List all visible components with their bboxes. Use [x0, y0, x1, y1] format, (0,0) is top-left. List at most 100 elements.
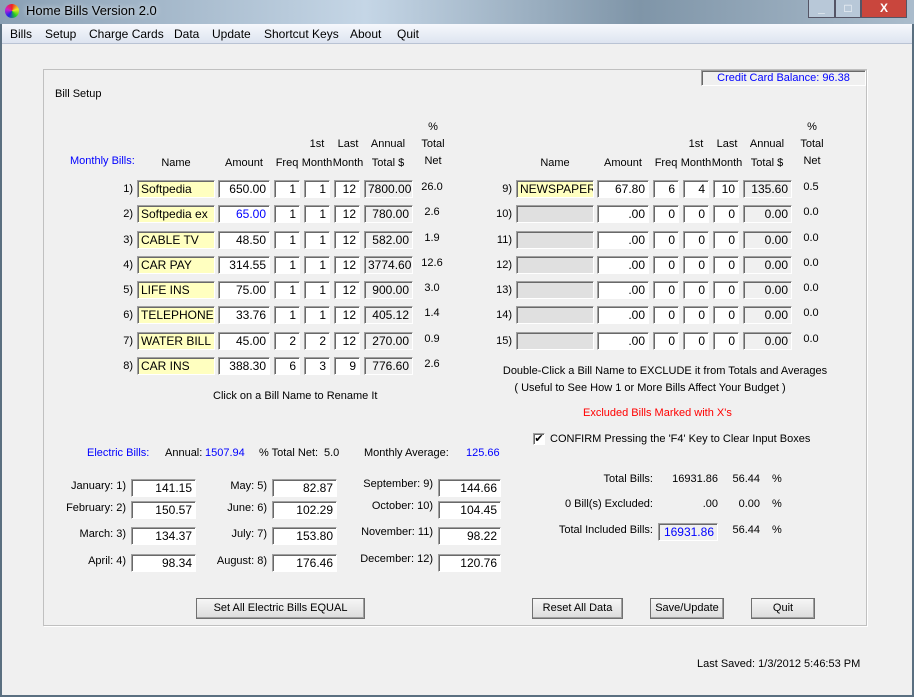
menu-charge-cards[interactable]: Charge Cards [89, 27, 164, 41]
bill-last-month-field[interactable]: 9 [334, 357, 360, 375]
bill-amount-field[interactable]: .00 [597, 332, 649, 350]
bill-amount-field[interactable]: 75.00 [218, 281, 270, 299]
set-all-electric-equal-button[interactable]: Set All Electric Bills EQUAL [196, 598, 365, 619]
bill-last-month-field[interactable]: 0 [713, 205, 739, 223]
bill-amount-field[interactable]: 65.00 [218, 205, 270, 223]
minimize-button[interactable]: _ [808, 0, 835, 18]
bill-amount-field[interactable]: 67.80 [597, 180, 649, 198]
electric-february-field[interactable]: 150.57 [131, 501, 196, 519]
bill-first-month-field[interactable]: 2 [304, 332, 330, 350]
bill-first-month-field[interactable]: 0 [683, 256, 709, 274]
bill-name-field[interactable] [516, 332, 594, 350]
bill-last-month-field[interactable]: 12 [334, 306, 360, 324]
close-button[interactable]: X [861, 0, 907, 18]
bill-amount-field[interactable]: .00 [597, 231, 649, 249]
bill-amount-field[interactable]: 33.76 [218, 306, 270, 324]
electric-october-field[interactable]: 104.45 [438, 501, 501, 519]
bill-freq-field[interactable]: 6 [653, 180, 679, 198]
menu-about[interactable]: About [350, 27, 382, 41]
bill-first-month-field[interactable]: 0 [683, 281, 709, 299]
bill-name-field[interactable] [516, 256, 594, 274]
electric-august-field[interactable]: 176.46 [272, 554, 337, 572]
bill-name-field[interactable]: Softpedia [137, 180, 215, 198]
bill-first-month-field[interactable]: 3 [304, 357, 330, 375]
bill-last-month-field[interactable]: 0 [713, 256, 739, 274]
bill-amount-field[interactable]: .00 [597, 256, 649, 274]
menu-update[interactable]: Update [212, 27, 251, 41]
bill-name-field[interactable]: Softpedia ex [137, 205, 215, 223]
electric-september-field[interactable]: 144.66 [438, 479, 501, 497]
bill-freq-field[interactable]: 6 [274, 357, 300, 375]
electric-july-field[interactable]: 153.80 [272, 527, 337, 545]
reset-all-data-button[interactable]: Reset All Data [532, 598, 623, 619]
bill-first-month-field[interactable]: 0 [683, 332, 709, 350]
menu-quit[interactable]: Quit [397, 27, 420, 41]
bill-freq-field[interactable]: 0 [653, 205, 679, 223]
bill-freq-field[interactable]: 0 [653, 231, 679, 249]
bill-last-month-field[interactable]: 12 [334, 205, 360, 223]
electric-may-field[interactable]: 82.87 [272, 479, 337, 497]
electric-april-field[interactable]: 98.34 [131, 554, 196, 572]
bill-name-field[interactable] [516, 205, 594, 223]
bill-name-field[interactable]: NEWSPAPER [516, 180, 594, 198]
bill-freq-field[interactable]: 1 [274, 180, 300, 198]
confirm-checkbox[interactable]: ✔ [533, 433, 545, 445]
bill-freq-field[interactable]: 0 [653, 281, 679, 299]
maximize-button[interactable]: □ [835, 0, 861, 18]
bill-last-month-field[interactable]: 0 [713, 306, 739, 324]
bill-first-month-field[interactable]: 0 [683, 231, 709, 249]
bill-amount-field[interactable]: 314.55 [218, 256, 270, 274]
bill-name-field[interactable]: LIFE INS [137, 281, 215, 299]
bill-last-month-field[interactable]: 10 [713, 180, 739, 198]
bill-freq-field[interactable]: 1 [274, 306, 300, 324]
bill-first-month-field[interactable]: 1 [304, 281, 330, 299]
bill-freq-field[interactable]: 2 [274, 332, 300, 350]
bill-last-month-field[interactable]: 0 [713, 332, 739, 350]
bill-amount-field[interactable]: 388.30 [218, 357, 270, 375]
bill-first-month-field[interactable]: 1 [304, 180, 330, 198]
bill-freq-field[interactable]: 0 [653, 306, 679, 324]
bill-freq-field[interactable]: 0 [653, 256, 679, 274]
bill-name-field[interactable]: CAR PAY [137, 256, 215, 274]
bill-last-month-field[interactable]: 12 [334, 180, 360, 198]
bill-first-month-field[interactable]: 0 [683, 205, 709, 223]
electric-march-field[interactable]: 134.37 [131, 527, 196, 545]
bill-name-field[interactable] [516, 281, 594, 299]
bill-first-month-field[interactable]: 1 [304, 306, 330, 324]
bill-freq-field[interactable]: 1 [274, 205, 300, 223]
bill-first-month-field[interactable]: 1 [304, 205, 330, 223]
bill-freq-field[interactable]: 0 [653, 332, 679, 350]
menu-setup[interactable]: Setup [45, 27, 77, 41]
bill-first-month-field[interactable]: 1 [304, 231, 330, 249]
bill-freq-field[interactable]: 1 [274, 231, 300, 249]
bill-name-field[interactable] [516, 306, 594, 324]
bill-last-month-field[interactable]: 0 [713, 231, 739, 249]
bill-name-field[interactable]: WATER BILL [137, 332, 215, 350]
bill-name-field[interactable]: CABLE TV [137, 231, 215, 249]
bill-first-month-field[interactable]: 4 [683, 180, 709, 198]
bill-last-month-field[interactable]: 12 [334, 256, 360, 274]
menu-shortcut-keys[interactable]: Shortcut Keys [264, 27, 339, 41]
save-update-button[interactable]: Save/Update [650, 598, 724, 619]
electric-june-field[interactable]: 102.29 [272, 501, 337, 519]
bill-name-field[interactable] [516, 231, 594, 249]
quit-button[interactable]: Quit [751, 598, 815, 619]
bill-freq-field[interactable]: 1 [274, 256, 300, 274]
electric-november-field[interactable]: 98.22 [438, 527, 501, 545]
bill-name-field[interactable]: TELEPHONE [137, 306, 215, 324]
bill-last-month-field[interactable]: 12 [334, 332, 360, 350]
bill-name-field[interactable]: CAR INS [137, 357, 215, 375]
bill-amount-field[interactable]: 45.00 [218, 332, 270, 350]
menu-data[interactable]: Data [174, 27, 200, 41]
bill-freq-field[interactable]: 1 [274, 281, 300, 299]
bill-first-month-field[interactable]: 0 [683, 306, 709, 324]
bill-last-month-field[interactable]: 12 [334, 231, 360, 249]
bill-amount-field[interactable]: .00 [597, 205, 649, 223]
electric-january-field[interactable]: 141.15 [131, 479, 196, 497]
bill-amount-field[interactable]: .00 [597, 281, 649, 299]
bill-last-month-field[interactable]: 0 [713, 281, 739, 299]
bill-last-month-field[interactable]: 12 [334, 281, 360, 299]
menu-bills[interactable]: Bills [10, 27, 33, 41]
electric-december-field[interactable]: 120.76 [438, 554, 501, 572]
bill-amount-field[interactable]: 650.00 [218, 180, 270, 198]
